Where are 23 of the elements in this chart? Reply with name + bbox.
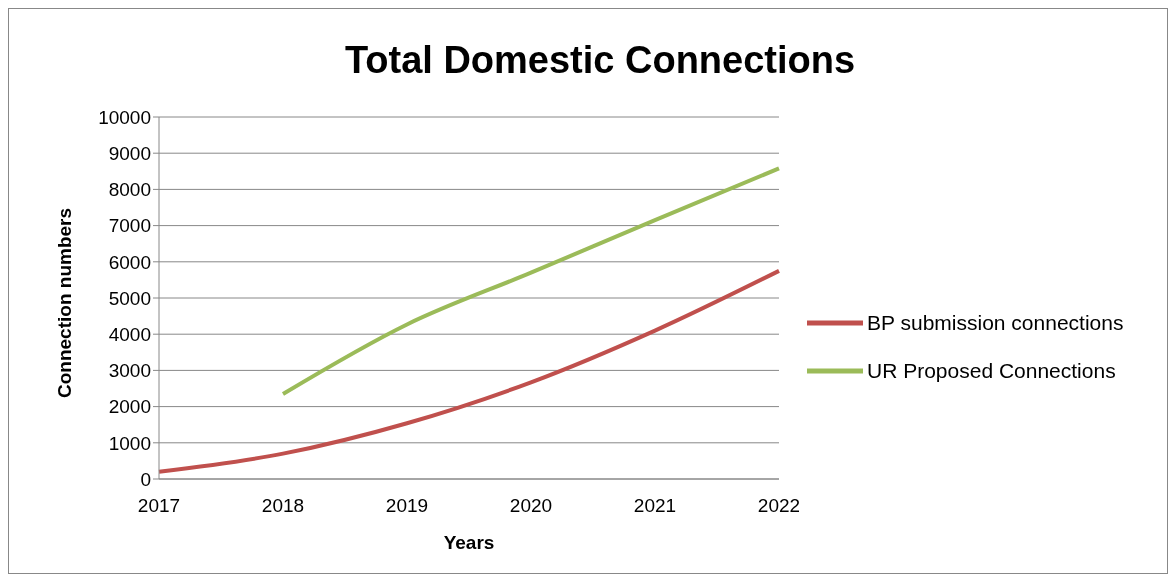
x-tick-label: 2017 bbox=[137, 495, 181, 517]
x-tick-label: 2021 bbox=[633, 495, 677, 517]
y-tick-label: 7000 bbox=[108, 215, 151, 237]
y-tick-label: 5000 bbox=[108, 287, 151, 309]
x-tick-label: 2019 bbox=[385, 495, 429, 517]
y-tick-label: 6000 bbox=[108, 251, 151, 273]
y-tick-label: 9000 bbox=[108, 142, 151, 164]
chart-title: Total Domestic Connections bbox=[343, 39, 857, 82]
x-tick-label: 2022 bbox=[757, 495, 801, 517]
y-tick-label: 1000 bbox=[108, 432, 151, 454]
y-axis-title: Connection numbers bbox=[53, 207, 75, 398]
legend-label: BP submission connections bbox=[867, 311, 1124, 335]
y-tick-label: 10000 bbox=[98, 106, 151, 128]
y-tick-label: 8000 bbox=[108, 179, 151, 201]
x-tick-label: 2020 bbox=[509, 495, 553, 517]
y-tick-label: 0 bbox=[140, 468, 151, 490]
y-tick-label: 4000 bbox=[108, 323, 151, 345]
x-axis-title: Years bbox=[443, 532, 495, 553]
y-tick-label: 3000 bbox=[108, 360, 151, 382]
line-series bbox=[281, 166, 781, 396]
legend-label: UR Proposed Connections bbox=[867, 359, 1116, 383]
y-tick-label: 2000 bbox=[108, 396, 151, 418]
x-tick-label: 2018 bbox=[261, 495, 305, 517]
